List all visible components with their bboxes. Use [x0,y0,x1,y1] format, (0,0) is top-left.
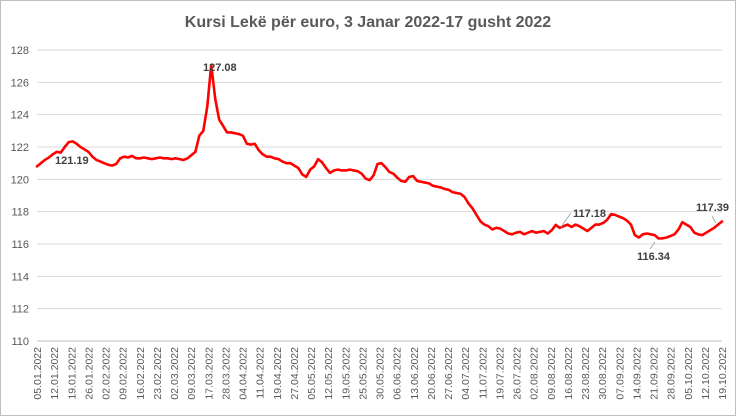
x-tick-label: 28.03.2022 [220,347,232,400]
x-tick-label: 21.09.2022 [649,347,661,400]
x-tick-label: 17.03.2022 [203,347,215,400]
x-tick-label: 19.05.2022 [340,347,352,400]
data-label-leader [649,241,656,250]
x-tick-label: 04.07.2022 [460,347,472,400]
x-tick-label: 28.09.2022 [666,347,678,400]
x-tick-label: 19.01.2022 [66,347,78,400]
x-tick-label: 02.08.2022 [529,347,541,400]
x-tick-label: 19.04.2022 [272,347,284,400]
x-tick-label: 27.06.2022 [443,347,455,400]
x-tick-label: 14.09.2022 [631,347,643,400]
x-tick-label: 19.07.2022 [494,347,506,400]
data-label-leader [711,215,717,224]
x-tick-label: 05.01.2022 [32,347,44,400]
x-tick-label: 12.05.2022 [323,347,335,400]
x-tick-label: 11.07.2022 [477,347,489,399]
y-tick-label: 114 [11,271,29,283]
x-tick-label: 20.06.2022 [426,347,438,400]
data-label: 116.34 [637,251,671,263]
x-tick-label: 30.05.2022 [375,347,387,400]
series-line [35,63,724,240]
y-tick-label: 116 [11,239,29,251]
chart-title: Kursi Lekë për euro, 3 Janar 2022-17 gus… [184,14,552,31]
y-tick-label: 112 [11,304,29,316]
y-tick-label: 124 [11,110,29,122]
x-tick-label: 26.01.2022 [83,347,95,400]
x-tick-label: 13.06.2022 [409,347,421,400]
y-tick-label: 126 [11,77,29,89]
x-tick-label: 09.03.2022 [186,347,198,400]
x-tick-label: 09.08.2022 [546,347,558,400]
x-tick-label: 16.02.2022 [135,347,147,400]
x-tick-label: 05.05.2022 [306,347,318,400]
data-label: 117.39 [696,202,729,214]
x-tick-label: 02.03.2022 [169,347,181,400]
x-tick-label: 02.02.2022 [101,347,113,400]
y-tick-label: 128 [11,45,29,57]
x-tick-label: 23.08.2022 [580,347,592,400]
x-tick-label: 06.06.2022 [392,347,404,400]
y-tick-label: 122 [11,142,29,154]
x-tick-label: 12.01.2022 [49,347,61,400]
x-tick-label: 25.05.2022 [357,347,369,400]
data-label: 117.18 [573,208,606,220]
x-tick-label: 23.02.2022 [152,347,164,400]
x-tick-label: 05.10.2022 [683,347,695,400]
x-tick-label: 27.04.2022 [289,347,301,400]
data-label: 121.19 [55,155,89,167]
x-tick-label: 12.10.2022 [700,347,712,400]
x-tick-label: 19.10.2022 [717,347,729,400]
x-tick-label: 07.09.2022 [614,347,626,400]
x-tick-label: 16.08.2022 [563,347,575,400]
x-tick-label: 26.07.2022 [512,347,524,400]
y-tick-label: 120 [11,174,29,186]
x-tick-label: 09.02.2022 [118,347,130,400]
x-tick-label: 11.04.2022 [255,347,267,399]
y-tick-label: 118 [11,207,29,219]
data-label-leader [560,212,572,228]
x-tick-label: 30.08.2022 [597,347,609,400]
data-label: 127.08 [203,62,237,74]
x-tick-label: 04.04.2022 [238,347,250,400]
y-tick-label: 110 [11,336,29,348]
